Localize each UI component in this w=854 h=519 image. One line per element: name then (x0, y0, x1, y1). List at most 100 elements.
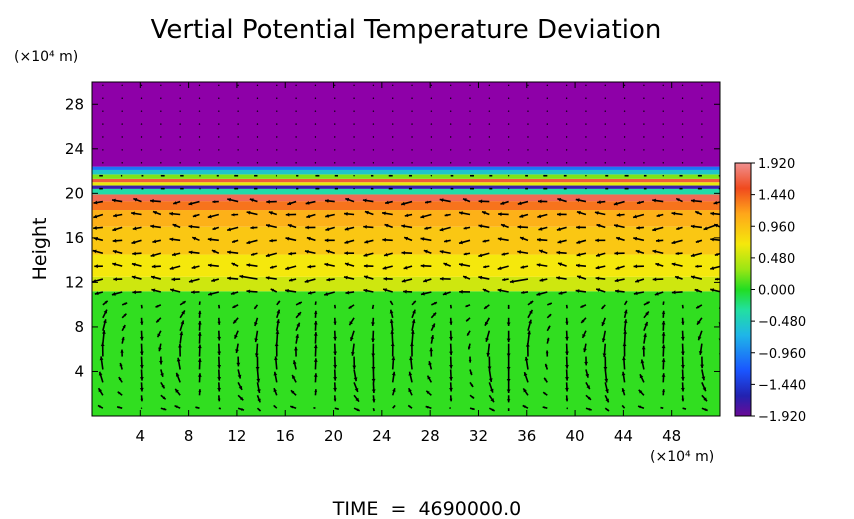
wind-arrow-head (581, 319, 585, 323)
wind-dot (604, 162, 606, 164)
wind-arrow-head (159, 360, 163, 365)
wind-arrow-head (543, 174, 546, 177)
wind-dot (643, 110, 645, 112)
wind-arrow-head (680, 377, 685, 381)
wind-dot (662, 136, 664, 138)
wind-dot (721, 98, 722, 99)
wind-arrow-head (120, 175, 122, 177)
wind-dot (102, 97, 104, 99)
wind-dot (121, 149, 123, 151)
wind-arrow-head (565, 336, 569, 341)
wind-arrow-head (401, 201, 406, 206)
x-tick-label: 24 (372, 427, 391, 445)
wind-arrow-head (92, 279, 97, 283)
wind-arrow-head (679, 187, 681, 190)
wind-dot (276, 162, 278, 164)
wind-dot (372, 97, 375, 99)
wind-arrow-head (336, 407, 339, 410)
wind-arrow-head (586, 385, 590, 390)
wind-arrow-head (101, 330, 106, 334)
wind-dot (662, 175, 664, 177)
wind-dot (276, 123, 278, 125)
wind-arrow-head (345, 290, 350, 295)
wind-arrow-head (139, 387, 144, 392)
wind-arrow-head (463, 226, 467, 230)
wind-arrow-head (662, 389, 665, 393)
wind-arrow-head (596, 288, 601, 292)
wind-dot (218, 84, 220, 87)
x-tick-label: 44 (614, 427, 633, 445)
y-tick-label: 28 (65, 95, 84, 113)
wind-dot (334, 136, 336, 138)
wind-arrow-head (557, 239, 562, 244)
wind-dot (585, 110, 587, 112)
wind-dot (662, 110, 664, 112)
wind-arrow-head (482, 239, 486, 243)
wind-arrow-head (217, 377, 222, 381)
wind-arrow-head (391, 356, 396, 361)
heatmap-band (92, 194, 720, 202)
wind-arrow-head (371, 338, 375, 343)
wind-arrow-head (181, 310, 185, 315)
wind-arrow-head (188, 250, 193, 255)
heatmap-band (92, 254, 720, 277)
wind-dot (160, 110, 162, 112)
wind-arrow-head (702, 387, 707, 392)
wind-dot (121, 84, 123, 87)
wind-arrow-head (557, 197, 562, 202)
wind-arrow-head (563, 187, 566, 190)
wind-arrow-head (256, 389, 261, 394)
y-tick-label: 4 (74, 362, 84, 380)
x-tick-label: 4 (136, 427, 146, 445)
wind-dot (121, 123, 123, 125)
wind-dot (469, 84, 471, 87)
wind-dot (372, 162, 375, 164)
wind-arrow-head (191, 290, 195, 295)
x-tick-label: 12 (227, 427, 246, 445)
wind-arrow-head (507, 409, 510, 411)
wind-dot (546, 84, 548, 87)
wind-arrow (721, 369, 722, 382)
wind-arrow-head (270, 288, 275, 292)
wind-dot (488, 149, 491, 151)
wind-arrow-head (371, 367, 376, 371)
wind-dot (140, 110, 143, 112)
wind-dot (585, 149, 587, 151)
wind-arrow-head (288, 251, 292, 256)
wind-dot (411, 97, 413, 99)
wind-arrow-head (97, 405, 101, 408)
wind-arrow-head (362, 198, 367, 203)
wind-arrow-head (207, 237, 212, 242)
wind-arrow-head (401, 224, 406, 229)
x-unit-label: (×10⁴ m) (650, 449, 714, 465)
wind-arrow-head (463, 275, 467, 280)
wind-dot (585, 97, 587, 99)
wind-arrow-head (645, 188, 647, 190)
wind-dot (604, 123, 606, 125)
wind-arrow-head (93, 214, 98, 219)
wind-arrow-head (217, 364, 222, 369)
wind-arrow-head (161, 384, 165, 389)
wind-dot (314, 123, 317, 125)
wind-arrow (721, 408, 723, 411)
wind-arrow-head (720, 399, 723, 402)
wind-arrow-head (621, 388, 626, 392)
wind-arrow-head (113, 277, 117, 282)
wind-dot (507, 97, 510, 99)
colorbar-ticks: 1.920 1.440 0.960 0.480 0.000 −0.480 −0.960 −1.… (751, 157, 806, 425)
wind-dot (469, 162, 471, 164)
wind-dot (449, 84, 452, 87)
wind-arrow-head (285, 236, 290, 241)
wind-dot (392, 110, 394, 112)
wind-arrow-head (527, 330, 531, 335)
wind-arrow-head (538, 227, 543, 231)
wind-arrow-head (690, 253, 695, 258)
wind-arrow-head (615, 289, 619, 294)
wind-arrow-head (313, 407, 315, 409)
wind-dot (507, 136, 510, 138)
wind-dot (643, 149, 645, 151)
wind-arrow-head (390, 342, 395, 347)
wind-dot (507, 187, 510, 190)
wind-arrow-head (169, 211, 173, 216)
wind-arrow-head (198, 310, 202, 314)
